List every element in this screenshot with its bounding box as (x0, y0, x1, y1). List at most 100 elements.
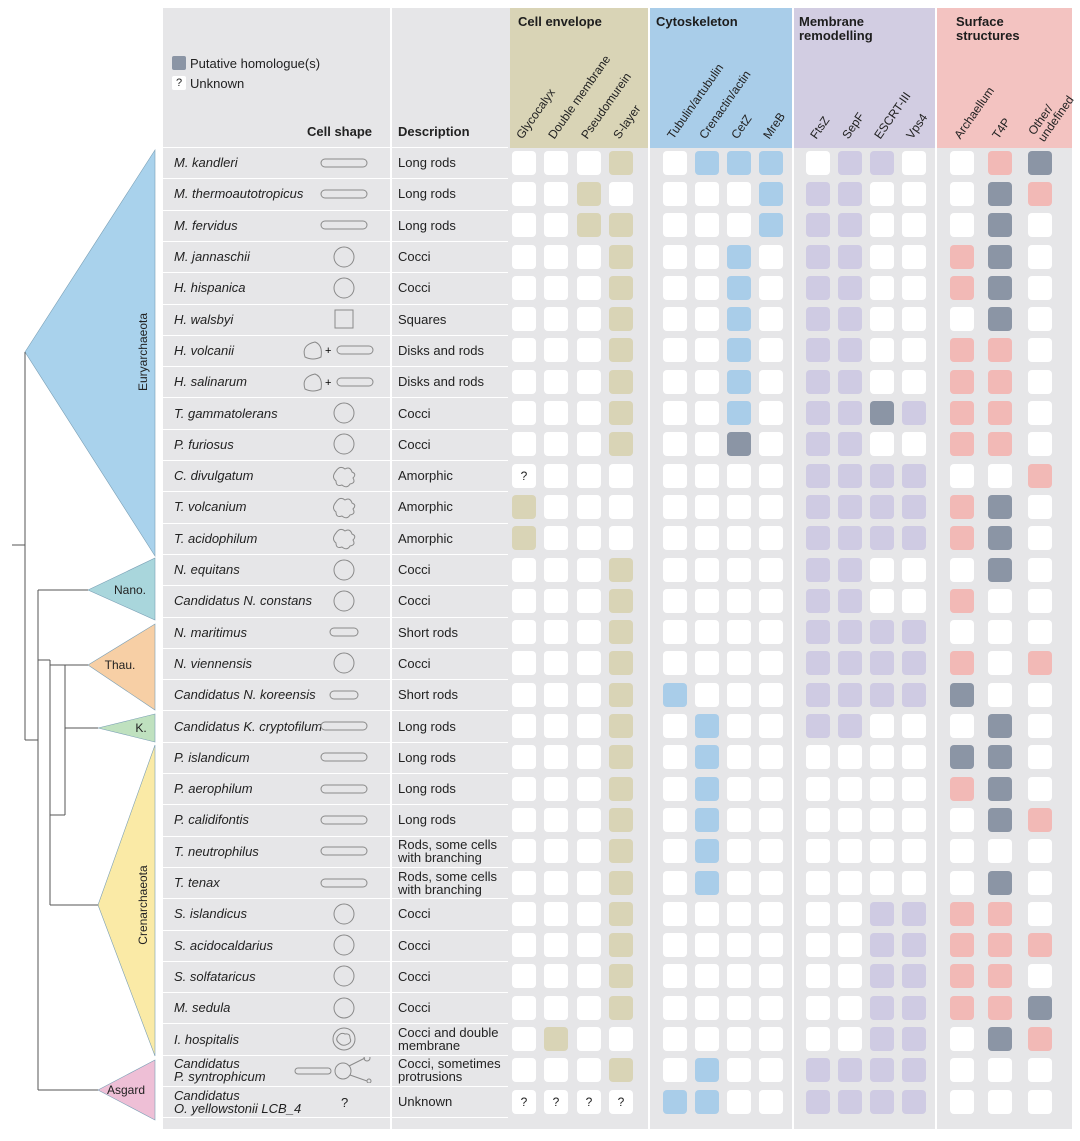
trait-cell (902, 338, 926, 363)
trait-cell (609, 682, 633, 707)
clade-label-thau: Thau. (105, 658, 136, 672)
species-name-line: S. acidocaldarius (174, 937, 273, 953)
trait-cell (1028, 651, 1052, 676)
trait-cell (806, 494, 830, 519)
trait-cell (838, 776, 862, 801)
trait-cell: ? (544, 1089, 568, 1114)
trait-cell (838, 933, 862, 958)
trait-cell (609, 557, 633, 582)
species-name-line: Candidatus (174, 1087, 240, 1103)
trait-cell (727, 651, 751, 676)
trait-cell (577, 995, 601, 1020)
trait-cell (577, 150, 601, 175)
trait-cell (759, 776, 783, 801)
trait-cell (577, 181, 601, 206)
trait-cell (870, 588, 894, 613)
trait-cell (544, 275, 568, 300)
description-line: Amorphic (398, 530, 453, 546)
trait-cell (838, 463, 862, 488)
species-name: P. furiosus (174, 438, 234, 451)
trait-cell (544, 745, 568, 770)
trait-cell (695, 995, 719, 1020)
trait-cell (988, 620, 1012, 645)
trait-cell (806, 307, 830, 332)
species-name: H. walsbyi (174, 313, 233, 326)
trait-cell (1028, 776, 1052, 801)
trait-cell (950, 776, 974, 801)
trait-cell (838, 369, 862, 394)
trait-cell (759, 870, 783, 895)
row-divider (163, 960, 508, 962)
trait-cell (806, 682, 830, 707)
trait-cell (695, 682, 719, 707)
description: Short rods (398, 688, 458, 701)
trait-cell (1028, 1027, 1052, 1052)
trait-cell (544, 432, 568, 457)
trait-cell (1028, 275, 1052, 300)
trait-cell (838, 150, 862, 175)
species-name-line: M. thermoautotropicus (174, 186, 304, 202)
trait-cell (759, 244, 783, 269)
trait-cell (609, 307, 633, 332)
trait-cell (1028, 150, 1052, 175)
trait-cell (663, 714, 687, 739)
trait-cell (663, 432, 687, 457)
trait-cell (988, 244, 1012, 269)
trait-cell (663, 557, 687, 582)
trait-cell (695, 463, 719, 488)
trait-cell (870, 150, 894, 175)
trait-cell (727, 150, 751, 175)
trait-cell (759, 901, 783, 926)
species-name-line: T. gammatolerans (174, 405, 278, 421)
species-name: P. islandicum (174, 751, 250, 764)
trait-cell (544, 995, 568, 1020)
row-divider (163, 522, 508, 524)
trait-cell (988, 870, 1012, 895)
cell-shape-rod (320, 878, 368, 888)
trait-cell (902, 1089, 926, 1114)
trait-cell (695, 338, 719, 363)
svg-text:+: + (325, 377, 331, 389)
trait-cell (838, 839, 862, 864)
trait-cell (1028, 557, 1052, 582)
species-name-line: N. viennensis (174, 655, 253, 671)
trait-cell (727, 901, 751, 926)
description: Cocci (398, 438, 431, 451)
description: Unknown (398, 1095, 452, 1108)
trait-cell (806, 244, 830, 269)
trait-cell (663, 839, 687, 864)
trait-cell (663, 807, 687, 832)
species-name: S. solfataricus (174, 970, 256, 983)
trait-cell (1028, 588, 1052, 613)
trait-cell (838, 213, 862, 238)
trait-cell (838, 588, 862, 613)
trait-cell (663, 776, 687, 801)
trait-cell (577, 1058, 601, 1083)
trait-cell (1028, 401, 1052, 426)
trait-cell (544, 150, 568, 175)
cell-shape-unknown: ? (341, 1094, 349, 1110)
trait-cell (695, 307, 719, 332)
trait-cell (988, 401, 1012, 426)
trait-cell (544, 620, 568, 645)
trait-cell (838, 620, 862, 645)
trait-cell (609, 181, 633, 206)
row-divider (163, 773, 508, 774)
trait-cell (759, 933, 783, 958)
trait-cell (544, 870, 568, 895)
row-divider (163, 898, 508, 900)
trait-cell (512, 776, 536, 801)
trait-cell (609, 369, 633, 394)
trait-cell (806, 651, 830, 676)
trait-cell (759, 526, 783, 551)
row-divider (163, 710, 508, 712)
row-divider (163, 460, 508, 461)
group-title-3: Surface structures (956, 14, 1020, 43)
trait-cell (838, 995, 862, 1020)
row-divider (163, 835, 508, 837)
trait-cell (544, 244, 568, 269)
description-line: membrane (398, 1038, 461, 1054)
trait-cell (806, 1058, 830, 1083)
trait-cell (663, 870, 687, 895)
trait-cell (727, 1027, 751, 1052)
